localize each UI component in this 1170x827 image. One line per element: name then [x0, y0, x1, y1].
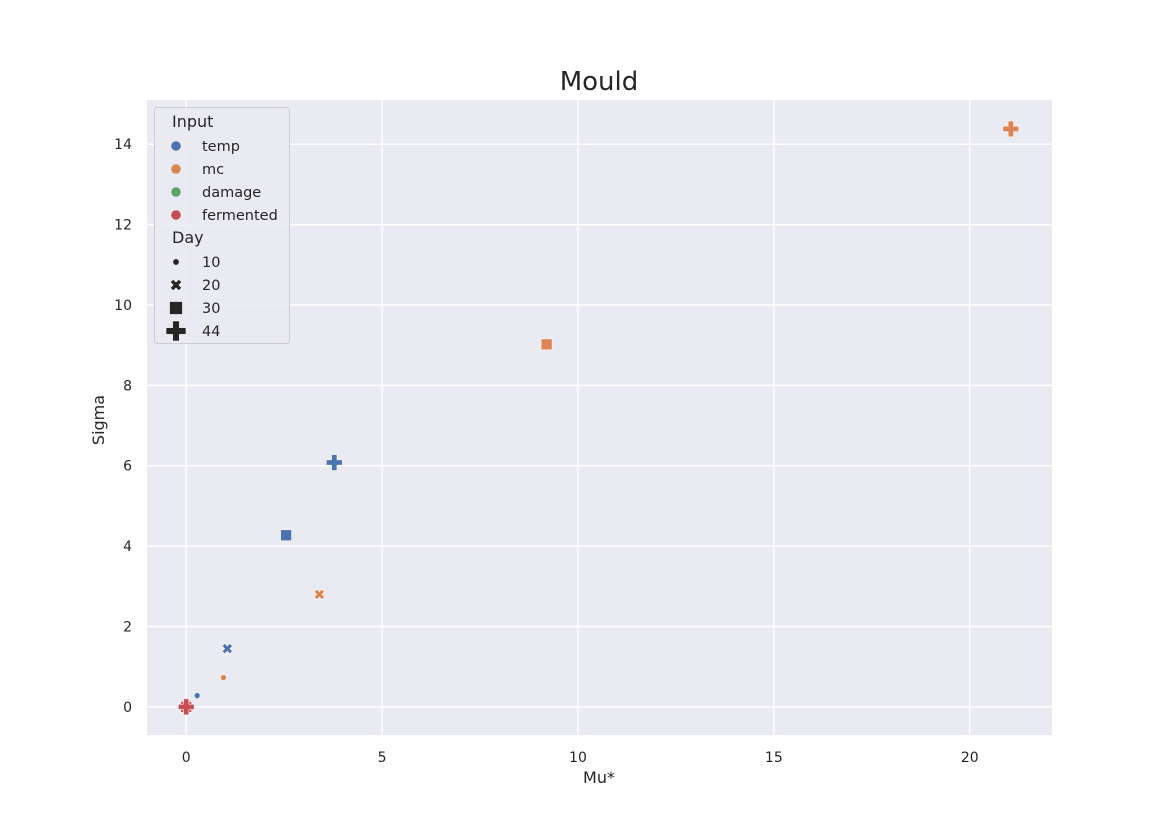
legend-label-day-30: 30: [202, 301, 220, 317]
legend-label-damage: damage: [202, 185, 261, 201]
y-tick-label: 12: [114, 218, 132, 234]
point-mc-day-20: [313, 588, 326, 600]
tick-labels: 0 5 10 15 20 0 2 4 6 8 10 12 14: [114, 137, 978, 766]
legend-label-day-20: 20: [202, 278, 220, 294]
x-tick-label: 20: [961, 750, 979, 766]
point-mc-day-44: [1002, 120, 1020, 138]
y-tick-label: 2: [123, 619, 132, 635]
point-temp-day-30: [280, 529, 292, 542]
legend-marker-temp: [171, 141, 181, 151]
chart-title: Mould: [560, 67, 639, 97]
legend-box: [154, 107, 290, 344]
point-fermented-day-44: [177, 698, 195, 716]
y-tick-label: 0: [123, 700, 132, 716]
legend-marker-damage: [171, 187, 181, 197]
legend-marker-mc: [171, 164, 181, 174]
point-mc-day-10: [220, 674, 227, 681]
data-points: [177, 120, 1020, 716]
y-tick-label: 4: [123, 539, 132, 555]
plot-background: [147, 100, 1052, 735]
point-mc-day-30: [540, 338, 553, 351]
x-tick-label: 15: [765, 750, 783, 766]
point-temp-day-10: [193, 692, 201, 699]
x-tick-label: 10: [569, 750, 587, 766]
legend-title-input: Input: [172, 112, 213, 131]
point-temp-day-20: [221, 642, 233, 655]
legend-marker-day-44: [165, 320, 187, 342]
y-tick-label: 8: [123, 378, 132, 394]
legend-label-day-44: 44: [202, 324, 220, 340]
legend-marker-day-10: [172, 258, 180, 266]
y-tick-label: 10: [114, 298, 132, 314]
point-temp-day-44: [325, 454, 343, 471]
legend: Input Day temp mc damage fermented 10 20 30 44: [154, 107, 290, 344]
x-tick-label: 5: [378, 750, 387, 766]
y-tick-label: 14: [114, 137, 132, 153]
legend-label-day-10: 10: [202, 255, 220, 271]
legend-marker-day-20: [169, 278, 183, 292]
y-tick-label: 6: [123, 459, 132, 475]
x-axis-label: Mu*: [583, 768, 615, 787]
legend-label-mc: mc: [202, 162, 224, 178]
legend-label-fermented: fermented: [202, 208, 278, 224]
legend-label-temp: temp: [202, 139, 240, 155]
legend-marker-fermented: [171, 210, 181, 220]
legend-title-day: Day: [172, 228, 204, 247]
x-tick-label: 0: [182, 750, 191, 766]
grid-lines: [147, 100, 1052, 735]
legend-marker-day-30: [169, 301, 183, 315]
y-axis-label: Sigma: [89, 395, 108, 445]
